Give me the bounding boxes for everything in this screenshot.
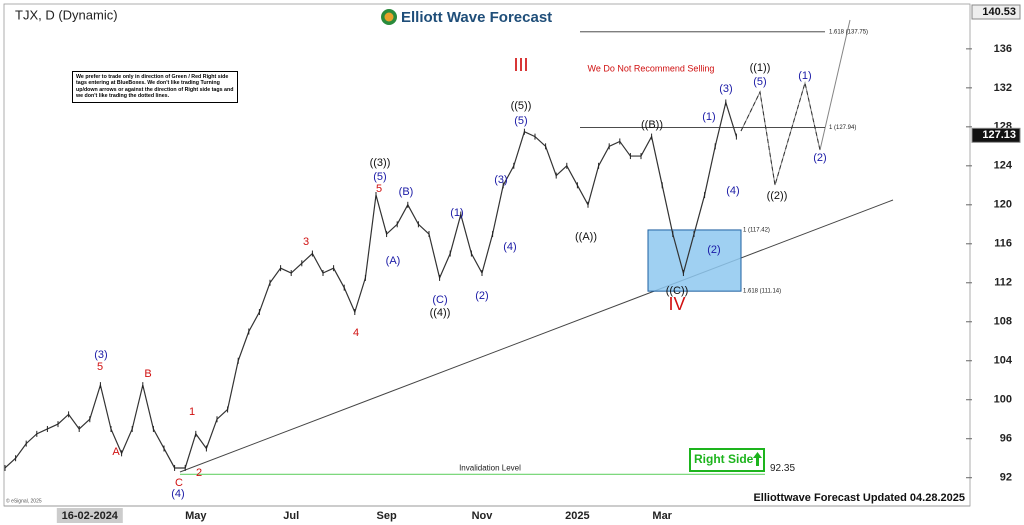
y-tick-label: 136	[994, 43, 1012, 55]
wave-label: (1)	[450, 207, 463, 219]
wave-label: 1	[189, 406, 195, 418]
x-tick-label: Mar	[652, 510, 672, 522]
wave-label: ((1))	[750, 62, 771, 74]
price-label: 127.13	[982, 129, 1016, 141]
x-label-box	[56, 508, 123, 523]
wave-label: (5)	[753, 76, 766, 88]
wave-label: 4	[353, 327, 359, 339]
wave-label: ((2))	[767, 190, 788, 202]
x-tick-label: 16-02-2024	[62, 510, 119, 522]
wave-label: (2)	[475, 290, 488, 302]
wave-label: ((B))	[641, 119, 663, 131]
y-tick-label: 120	[994, 199, 1012, 211]
wave-label: (5)	[514, 115, 527, 127]
footer: Elliottwave Forecast Updated 04.28.2025	[753, 492, 965, 504]
wave-label: (5)	[373, 171, 386, 183]
y-tick-label: 92	[1000, 472, 1012, 484]
wave-label: (2)	[707, 244, 720, 256]
wave-label: (1)	[702, 111, 715, 123]
wave-label: We Do Not Recommend Selling	[588, 63, 715, 73]
y-tick-label: 132	[994, 82, 1012, 94]
wave-label: (2)	[813, 152, 826, 164]
projection-path	[740, 19, 851, 186]
wave-label: (3)	[719, 83, 732, 95]
wave-label: ((3))	[370, 157, 391, 169]
fib-label: 1.618 (111.14)	[743, 289, 781, 295]
wave-label: (C)	[432, 294, 447, 306]
brand: Elliott Wave Forecast	[401, 9, 552, 26]
y-tick-label: 100	[994, 394, 1012, 406]
wave-label: IV	[668, 294, 685, 314]
y-tick-label: 124	[994, 160, 1013, 172]
wave-label: 5	[376, 183, 382, 195]
wave-label: (3)	[494, 174, 507, 186]
wave-label: 3	[303, 236, 309, 248]
chart-title: TJX, D (Dynamic)	[15, 7, 118, 22]
right-side-label: Right Side	[694, 452, 754, 466]
wave-label: ((5))	[511, 100, 532, 112]
copyright: © eSignal, 2025	[6, 497, 42, 504]
right-side-box	[689, 448, 765, 472]
invalidation-label: Invalidation Level	[459, 463, 521, 472]
wave-label: ((C))	[666, 285, 689, 297]
wave-label: A	[112, 446, 120, 458]
price-line	[4, 100, 737, 469]
right-side-arrow	[753, 452, 762, 466]
wave-label: B	[144, 368, 151, 380]
logo-icon-inner	[384, 12, 394, 22]
fib-label: 1 (117.42)	[743, 228, 770, 234]
x-tick-label: Sep	[377, 510, 397, 522]
invalidation-value: 92.35	[770, 463, 795, 474]
wave-label: (3)	[94, 349, 107, 361]
wave-label: (1)	[798, 70, 811, 82]
x-tick-label: 2025	[565, 510, 589, 522]
x-tick-label: May	[185, 510, 207, 522]
wave-label: (4)	[726, 185, 739, 197]
blue-box	[647, 229, 742, 292]
wave-label: ((A))	[575, 231, 597, 243]
x-tick-label: Nov	[472, 510, 494, 522]
y-tick-label: 116	[994, 238, 1012, 250]
wave-label: (A)	[386, 255, 401, 267]
fib-label: 1.618 (137.75)	[829, 29, 868, 35]
y-tick-label: 108	[994, 316, 1012, 328]
wave-label: 5	[97, 361, 103, 373]
price-label: 140.53	[982, 6, 1016, 18]
y-tick-label: 104	[994, 355, 1013, 367]
fib-label: 1 (127.94)	[829, 125, 856, 131]
wave-label: III	[513, 55, 528, 75]
trend-line	[179, 199, 894, 473]
wave-label: (4)	[171, 488, 184, 500]
wave-label: (B)	[399, 186, 414, 198]
price-label-box	[971, 127, 1021, 143]
y-tick-label: 112	[994, 277, 1012, 289]
price-label-box	[971, 4, 1021, 20]
wave-label: ((4))	[430, 307, 451, 319]
y-tick-label: 96	[1000, 433, 1012, 445]
disclaimer: We prefer to trade only in direction of …	[72, 71, 238, 103]
wave-label: (4)	[503, 241, 516, 253]
wave-label: 2	[196, 467, 202, 479]
wave-label: C	[175, 477, 183, 489]
x-tick-label: Jul	[283, 510, 299, 522]
